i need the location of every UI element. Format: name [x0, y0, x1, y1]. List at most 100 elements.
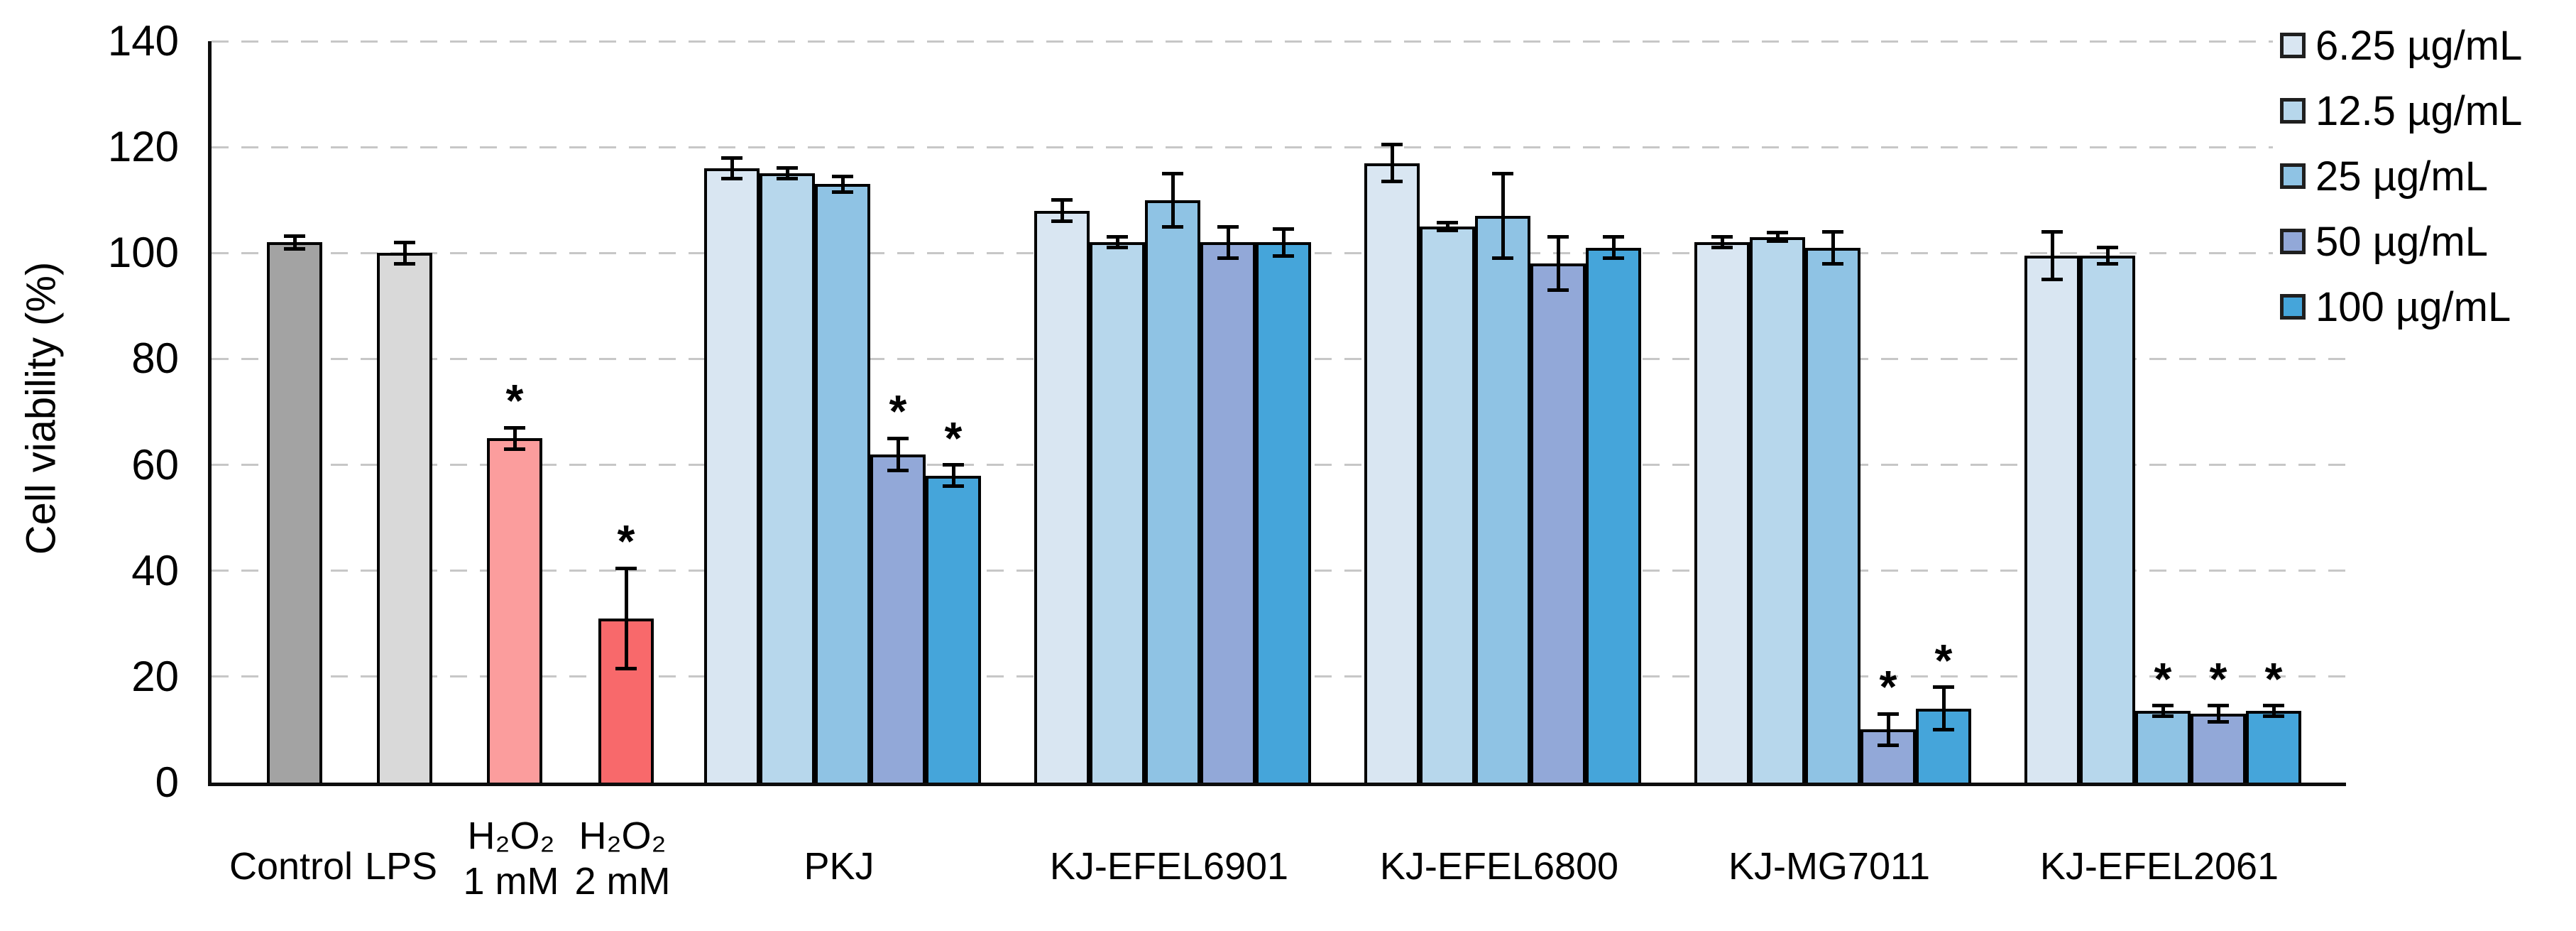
error-bar-cap	[1767, 239, 1788, 244]
significance-asterisk: *	[505, 375, 524, 427]
error-bar-cap	[2263, 704, 2284, 708]
error-bar-cap	[1051, 219, 1073, 224]
significance-asterisk: *	[617, 516, 635, 567]
error-bar-cap	[1273, 227, 1294, 232]
bar	[1750, 236, 1805, 783]
error-bar-cap	[943, 463, 964, 467]
gridline	[212, 40, 2346, 43]
error-bar-cap	[1162, 224, 1183, 229]
bar	[267, 242, 322, 783]
bar	[2080, 256, 2135, 783]
y-tick-label: 100	[107, 229, 179, 277]
error-bar	[730, 158, 734, 179]
error-bar	[402, 242, 407, 264]
y-axis-title: Cell viability (%)	[18, 261, 65, 555]
error-bar-cap	[1107, 246, 1128, 250]
y-tick-label: 40	[131, 546, 179, 594]
bar	[926, 475, 981, 783]
legend-label: 12.5 µg/mL	[2315, 87, 2523, 134]
error-bar-cap	[1933, 727, 1954, 731]
error-bar-cap	[2263, 714, 2284, 719]
bar	[1364, 163, 1420, 783]
error-bar-cap	[2152, 714, 2174, 719]
bar	[760, 173, 815, 783]
error-bar-cap	[1603, 235, 1624, 239]
error-bar	[1501, 173, 1505, 258]
error-bar	[1941, 687, 1946, 730]
bar	[870, 454, 926, 783]
error-bar-cap	[1767, 231, 1788, 235]
y-tick-label: 120	[107, 123, 179, 171]
error-bar-cap	[1933, 685, 1954, 690]
y-tick-label: 140	[107, 17, 179, 65]
error-bar	[1060, 200, 1064, 222]
gridline	[212, 146, 2346, 148]
legend-item: 6.25 µg/mL	[2280, 13, 2522, 78]
error-bar	[896, 438, 900, 471]
bar	[2246, 711, 2301, 783]
error-bar-cap	[832, 190, 853, 195]
bar	[1475, 216, 1530, 783]
legend-swatch	[2280, 98, 2306, 124]
x-axis-label: KJ-EFEL6901	[1049, 845, 1289, 888]
error-bar-cap	[1217, 256, 1239, 261]
bar	[815, 184, 870, 783]
legend-label: 6.25 µg/mL	[2315, 22, 2523, 69]
error-bar-cap	[394, 240, 415, 244]
significance-asterisk: *	[2209, 653, 2227, 704]
error-bar-cap	[832, 174, 853, 178]
error-bar	[2161, 705, 2165, 717]
error-bar-cap	[2208, 719, 2229, 724]
bar	[1805, 247, 1860, 783]
significance-asterisk: *	[944, 412, 963, 464]
bar	[1256, 242, 1311, 783]
error-bar-cap	[1547, 235, 1569, 239]
x-axis-label: KJ-EFEL6800	[1379, 845, 1619, 888]
legend: 6.25 µg/mL 12.5 µg/mL 25 µg/mL 50 µg/mL 100 …	[2273, 13, 2527, 339]
error-bar	[1390, 144, 1394, 182]
error-bar	[1720, 236, 1724, 248]
error-bar	[1226, 227, 1230, 258]
error-bar	[2050, 232, 2054, 280]
error-bar	[2216, 705, 2220, 722]
error-bar-cap	[1603, 256, 1624, 261]
legend-label: 50 µg/mL	[2315, 218, 2488, 265]
error-bar-cap	[721, 177, 742, 181]
y-tick-label: 80	[131, 334, 179, 383]
x-axis-label: KJ-EFEL2061	[2039, 845, 2279, 888]
bar	[2024, 256, 2080, 783]
legend-item: 100 µg/mL	[2280, 274, 2522, 339]
error-bar-cap	[1162, 171, 1183, 175]
error-bar	[1171, 173, 1175, 227]
bar	[377, 253, 432, 783]
legend-label: 25 µg/mL	[2315, 153, 2488, 200]
error-bar	[785, 168, 789, 179]
bar	[1586, 247, 1641, 783]
error-bar-cap	[2097, 261, 2118, 266]
legend-swatch	[2280, 163, 2306, 189]
error-bar-cap	[1492, 256, 1513, 261]
error-bar-cap	[1273, 254, 1294, 258]
error-bar-cap	[284, 246, 305, 251]
bar	[487, 438, 542, 783]
x-axis-label: PKJ	[804, 845, 875, 888]
x-axis-label: LPS	[364, 845, 438, 888]
x-axis-label: Control	[229, 845, 353, 888]
error-bar-cap	[1711, 246, 1733, 250]
error-bar-cap	[2152, 704, 2174, 708]
error-bar-cap	[1822, 261, 1843, 266]
bar	[1090, 242, 1145, 783]
error-bar-cap	[1711, 235, 1733, 239]
error-bar-cap	[1217, 224, 1239, 229]
error-bar	[1556, 236, 1560, 290]
error-bar-cap	[1107, 235, 1128, 239]
error-bar	[513, 428, 517, 450]
x-axis-label: H₂O₂ 2 mM	[574, 815, 671, 903]
error-bar-cap	[2041, 229, 2063, 234]
error-bar	[1831, 232, 1835, 264]
error-bar-cap	[1492, 171, 1513, 175]
bar	[1034, 210, 1090, 783]
bar	[1200, 242, 1256, 783]
error-bar-cap	[504, 447, 525, 451]
error-bar-cap	[394, 261, 415, 266]
